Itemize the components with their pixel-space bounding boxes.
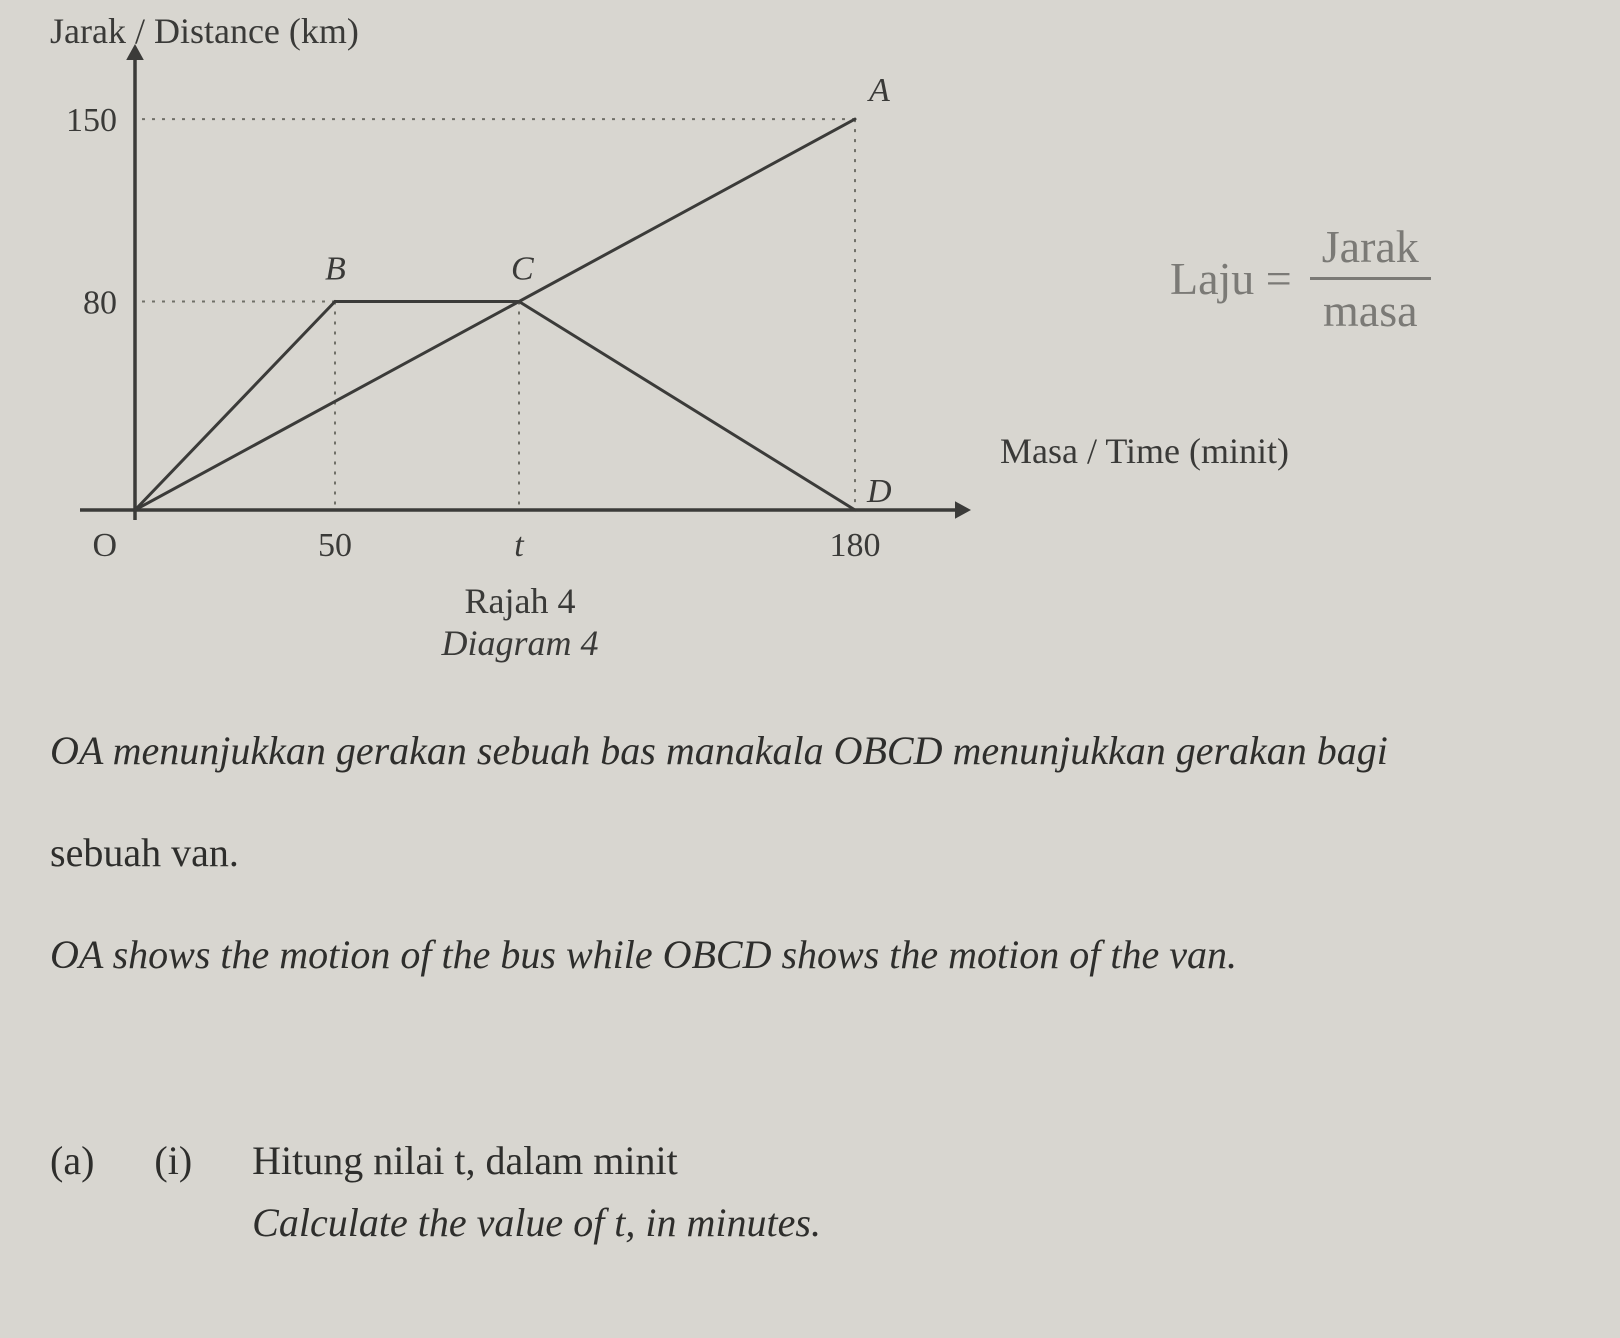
label-i: (i) [154, 1130, 192, 1192]
svg-text:150: 150 [66, 102, 117, 139]
svg-text:O: O [92, 527, 117, 564]
svg-text:80: 80 [83, 285, 117, 322]
svg-text:A: A [867, 72, 890, 109]
svg-text:C: C [511, 251, 534, 288]
svg-text:B: B [325, 251, 346, 288]
label-a: (a) [50, 1130, 94, 1192]
problem-statement: OA menunjukkan gerakan sebuah bas manaka… [50, 720, 1590, 986]
chart-svg: O 80 150 50 t 180 A B C D [0, 0, 1620, 700]
svg-text:180: 180 [830, 527, 881, 564]
question-line-2: Calculate the value of t, in minutes. [252, 1192, 821, 1254]
body-line-2: sebuah van. [50, 830, 239, 875]
body-line-1: OA menunjukkan gerakan sebuah bas manaka… [50, 728, 1388, 773]
page-root: { "axis_title_y": "Jarak / Distance (km)… [0, 0, 1620, 1338]
svg-text:t: t [514, 527, 525, 564]
x-axis-title: Masa / Time (minit) [1000, 430, 1289, 472]
body-line-3: OA shows the motion of the bus while OBC… [50, 932, 1237, 977]
hw-frac-bot: masa [1323, 280, 1418, 337]
svg-text:D: D [866, 473, 892, 510]
figure-caption: Rajah 4 Diagram 4 [370, 580, 670, 664]
question-a-i: (a) (i) Hitung nilai t, dalam minit Calc… [50, 1130, 1590, 1254]
question-line-1: Hitung nilai t, dalam minit [252, 1130, 821, 1192]
caption-line-2: Diagram 4 [370, 622, 670, 664]
hw-frac-top: Jarak [1310, 220, 1431, 280]
hw-word: Laju = [1170, 252, 1292, 305]
handwritten-note: Laju = Jarak masa [1170, 220, 1431, 337]
caption-line-1: Rajah 4 [370, 580, 670, 622]
distance-time-chart: O 80 150 50 t 180 A B C D [0, 0, 1620, 700]
hw-fraction: Jarak masa [1310, 220, 1431, 337]
svg-text:50: 50 [318, 527, 352, 564]
